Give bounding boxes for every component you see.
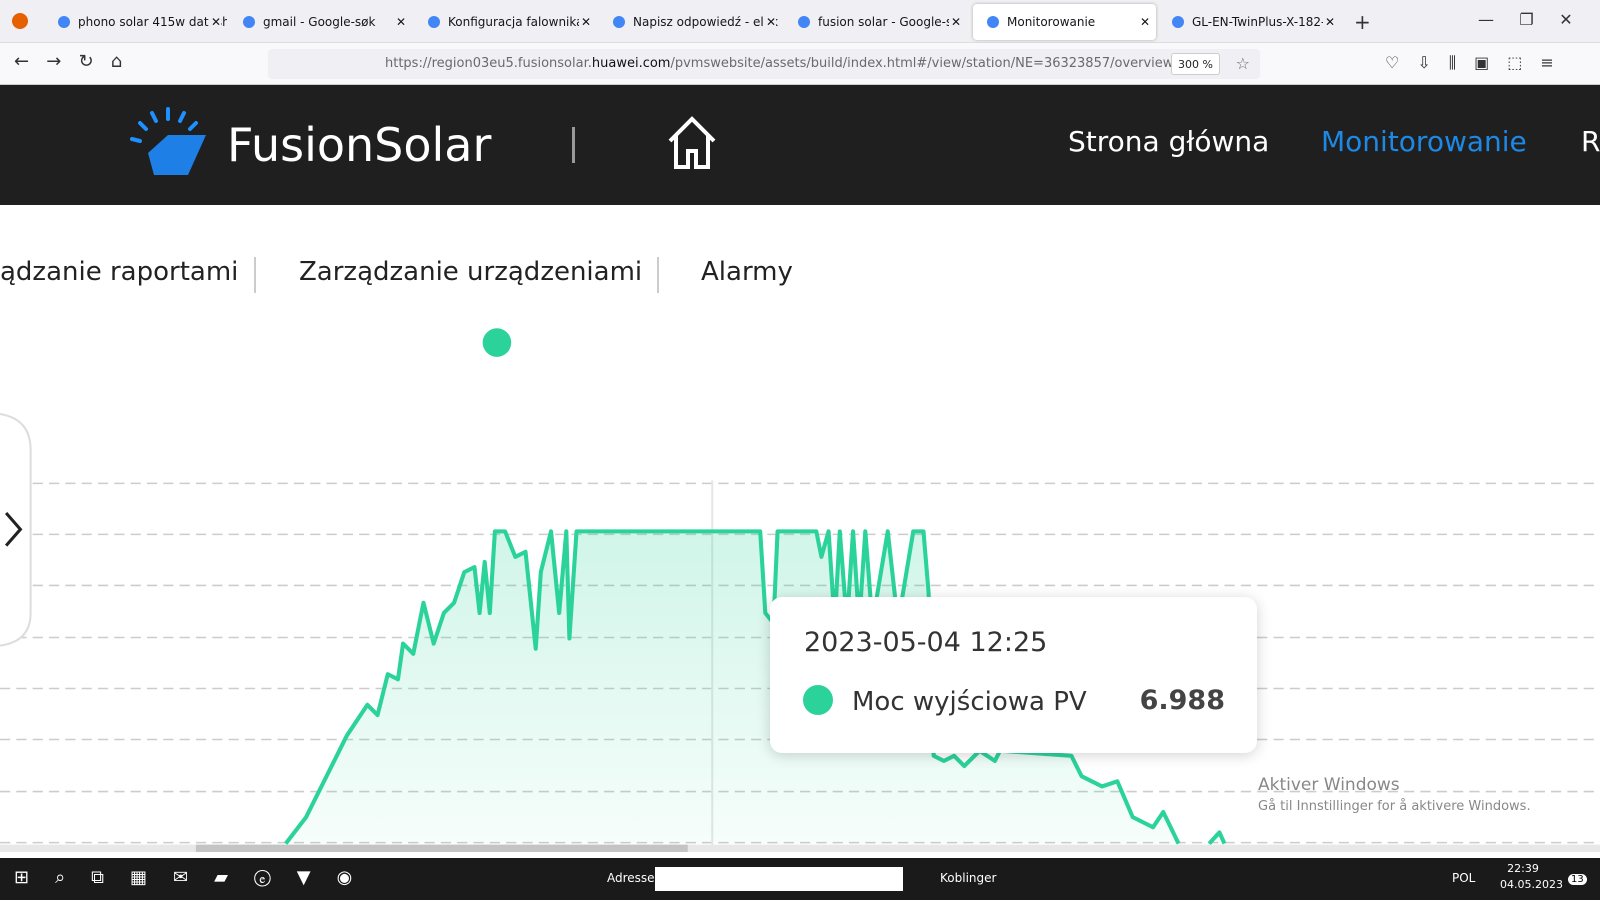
- url-path: /pvmswebsite/assets/build/index.html#/vi…: [670, 56, 1174, 71]
- url-domain: huawei.com: [591, 56, 671, 71]
- taskbar: ⊞⌕⧉▦✉▰ⓔ▼◉ Adresse Koblinger POL 22:39 04.…: [0, 858, 1600, 900]
- tab[interactable]: GL-EN-TwinPlus-X-182-: [1158, 4, 1341, 40]
- links-label: Koblinger: [940, 871, 997, 885]
- clock-date: 04.05.2023: [1500, 878, 1563, 891]
- zoom-level[interactable]: 300 %: [1171, 53, 1220, 75]
- tooltip-value: 6.988: [1139, 685, 1225, 716]
- tab[interactable]: Monitorowanie: [973, 4, 1156, 40]
- home-icon[interactable]: [666, 115, 718, 171]
- power-chart: [0, 328, 1600, 852]
- tab[interactable]: fusion solar - Google-sø: [784, 4, 967, 40]
- clock[interactable]: 22:39 04.05.2023: [1500, 862, 1563, 891]
- separator: [572, 127, 575, 163]
- tab[interactable]: phono solar 415w datash: [44, 4, 227, 40]
- separator: [657, 257, 659, 293]
- tooltip-time: 2023-05-04 12:25: [804, 627, 1048, 658]
- separator: [254, 257, 256, 293]
- sub-nav-item[interactable]: Zarządzanie urządzeniami: [299, 257, 643, 287]
- tab-bar: phono solar 415w datash gmail - Google-s…: [0, 0, 1600, 43]
- side-handle[interactable]: [0, 413, 32, 647]
- chevron[interactable]: [4, 511, 23, 547]
- watermark-title: Aktiver Windows: [1258, 775, 1400, 795]
- sub-nav-item[interactable]: Alarmy: [701, 257, 793, 287]
- tab[interactable]: Konfiguracja falownika: [414, 4, 597, 40]
- firefox-icon[interactable]: [12, 13, 28, 29]
- legend-dot: [482, 328, 512, 357]
- area-fill: [285, 531, 1225, 844]
- nav-bar: ← → ↻ ⌂ https://region03eu5.fusionsolar.…: [0, 43, 1600, 85]
- logo-icon: [130, 107, 206, 175]
- scrollbar-track: [0, 844, 1600, 852]
- tab[interactable]: gmail - Google-søk: [229, 4, 412, 40]
- address-input[interactable]: [655, 867, 903, 891]
- nav-buttons[interactable]: ← → ↻ ⌂: [14, 51, 123, 72]
- sub-nav: ądzanie raportami Zarządzanie urządzenia…: [0, 205, 1600, 325]
- activation-watermark: Aktiver Windows Gå til Innstillinger for…: [1258, 775, 1531, 814]
- window-controls[interactable]: — ❐ ✕: [1478, 10, 1573, 29]
- scrollbar-thumb[interactable]: [195, 844, 688, 852]
- nav-item[interactable]: R: [1581, 125, 1600, 158]
- tooltip: 2023-05-04 12:25 Moc wyjściowa PV 6.988: [770, 597, 1257, 753]
- watermark-text: Gå til Innstillinger for å aktivere Wind…: [1258, 799, 1531, 814]
- url-bar[interactable]: https://region03eu5.fusionsolar.huawei.c…: [268, 49, 1260, 79]
- bookmark-star[interactable]: ☆: [1235, 54, 1250, 73]
- tooltip-series: Moc wyjściowa PV: [852, 687, 1087, 717]
- taskbar-icons[interactable]: ⊞⌕⧉▦✉▰ⓔ▼◉: [14, 867, 379, 888]
- logo-text[interactable]: FusionSolar: [227, 118, 492, 172]
- input-language[interactable]: POL: [1452, 871, 1476, 885]
- address-label: Adresse: [607, 871, 655, 885]
- toolbar-icons[interactable]: ♡⇩⫼▣⬚≡: [1385, 53, 1572, 72]
- url-prefix: https://region03eu5.fusionsolar.: [385, 56, 592, 71]
- site-header: FusionSolar Strona główna Monitorowanie …: [0, 85, 1600, 205]
- notification-count[interactable]: 13: [1568, 874, 1587, 885]
- series-dot: [803, 685, 833, 715]
- nav-item[interactable]: Strona główna: [1068, 125, 1270, 158]
- tab[interactable]: Napisz odpowiedź - elek: [599, 4, 782, 40]
- nav-item-active[interactable]: Monitorowanie: [1321, 125, 1527, 158]
- clock-time: 22:39: [1507, 862, 1539, 875]
- new-tab[interactable]: +: [1354, 10, 1371, 34]
- sub-nav-item[interactable]: ądzanie raportami: [0, 257, 239, 287]
